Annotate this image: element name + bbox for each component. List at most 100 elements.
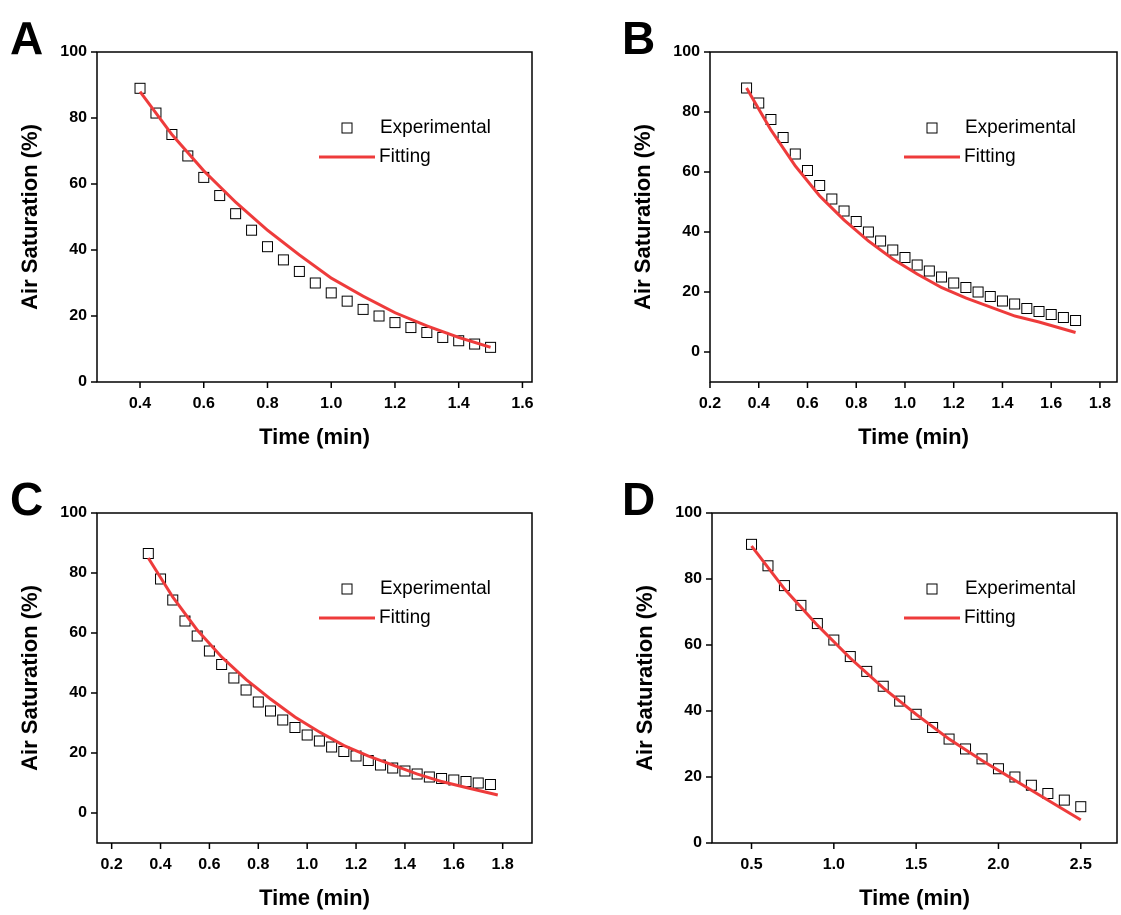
data-point bbox=[972, 286, 984, 298]
data-point bbox=[984, 291, 996, 302]
x-tick-label: 1.8 bbox=[1089, 395, 1111, 412]
data-point bbox=[877, 680, 889, 692]
x-tick-label: 1.6 bbox=[511, 395, 533, 412]
data-point bbox=[923, 265, 935, 277]
y-tick-label: 40 bbox=[684, 702, 702, 719]
x-tick-label: 0.2 bbox=[699, 395, 721, 412]
data-point bbox=[1070, 315, 1082, 326]
legend-label: Experimental bbox=[380, 578, 491, 599]
fit-line bbox=[138, 90, 492, 349]
fit-line bbox=[745, 87, 1076, 334]
data-point bbox=[341, 295, 353, 307]
data-point bbox=[1075, 801, 1087, 813]
data-point bbox=[246, 224, 258, 236]
data-point bbox=[801, 165, 813, 176]
y-tick-label: 0 bbox=[693, 834, 702, 851]
fit-line bbox=[147, 557, 499, 797]
y-tick-label: 80 bbox=[69, 564, 87, 581]
x-tick-label: 0.4 bbox=[129, 395, 151, 412]
data-point bbox=[357, 303, 369, 315]
data-point bbox=[789, 148, 801, 160]
x-tick-label: 1.0 bbox=[320, 395, 342, 412]
data-point bbox=[214, 190, 226, 202]
data-point bbox=[373, 310, 385, 322]
data-point bbox=[746, 538, 758, 550]
y-tick-label: 20 bbox=[682, 283, 700, 300]
panel-label: C bbox=[10, 473, 43, 525]
legend-marker bbox=[341, 122, 353, 134]
x-tick-label: 1.2 bbox=[943, 395, 965, 412]
x-tick-label: 1.6 bbox=[1040, 395, 1062, 412]
data-point bbox=[960, 743, 972, 755]
data-point bbox=[894, 695, 906, 707]
fit-line bbox=[750, 545, 1082, 822]
x-tick-label: 1.2 bbox=[384, 395, 406, 412]
x-tick-label: 0.8 bbox=[845, 395, 867, 412]
y-axis-label: Air Saturation (%) bbox=[632, 585, 657, 771]
x-tick-label: 1.0 bbox=[823, 856, 845, 873]
data-point bbox=[814, 180, 826, 191]
y-tick-label: 60 bbox=[69, 624, 87, 641]
data-point bbox=[875, 235, 887, 247]
data-point bbox=[325, 287, 337, 299]
data-point bbox=[741, 82, 753, 94]
x-tick-label: 1.5 bbox=[905, 856, 927, 873]
panel-label: B bbox=[622, 12, 655, 64]
x-tick-label: 0.2 bbox=[101, 856, 123, 873]
data-point bbox=[240, 684, 252, 696]
x-axis-label: Time (min) bbox=[259, 885, 370, 910]
data-point bbox=[252, 696, 264, 708]
data-point bbox=[862, 226, 874, 238]
x-tick-label: 0.4 bbox=[748, 395, 770, 412]
data-point bbox=[844, 651, 856, 663]
y-tick-label: 100 bbox=[675, 504, 702, 521]
x-tick-label: 0.6 bbox=[198, 856, 220, 873]
plot-frame bbox=[709, 51, 1118, 383]
data-point bbox=[861, 665, 873, 677]
data-point bbox=[762, 560, 774, 572]
y-tick-label: 40 bbox=[69, 684, 87, 701]
y-tick-label: 80 bbox=[69, 109, 87, 126]
data-point bbox=[1045, 309, 1057, 320]
plot-frame bbox=[711, 512, 1118, 844]
x-tick-label: 0.8 bbox=[247, 856, 269, 873]
data-point bbox=[150, 107, 162, 119]
data-point bbox=[899, 252, 911, 263]
y-axis-label: Air Saturation (%) bbox=[17, 124, 42, 310]
panel: A 0.4 0.6 0.8 1.0 1.2 1.4 1.6 0 20 40 60 80 100 Time (… bbox=[10, 12, 534, 449]
data-point bbox=[1058, 794, 1070, 806]
x-tick-label: 1.0 bbox=[296, 856, 318, 873]
data-point bbox=[301, 729, 313, 741]
data-point bbox=[309, 277, 321, 289]
data-point bbox=[453, 335, 465, 347]
x-tick-label: 1.2 bbox=[345, 856, 367, 873]
y-tick-label: 0 bbox=[691, 343, 700, 360]
data-point bbox=[460, 776, 472, 787]
data-point bbox=[405, 322, 417, 334]
data-point bbox=[943, 733, 955, 745]
y-tick-label: 100 bbox=[60, 43, 87, 60]
x-axis-label: Time (min) bbox=[858, 424, 969, 449]
y-tick-label: 60 bbox=[684, 636, 702, 653]
data-point bbox=[850, 216, 862, 227]
legend-label: Experimental bbox=[380, 117, 491, 138]
data-point bbox=[261, 241, 273, 253]
x-tick-label: 1.0 bbox=[894, 395, 916, 412]
panel: B 0.2 0.4 0.6 0.8 1.0 1.2 1.4 1.6 1.8 0 20 40 60 80 100… bbox=[622, 12, 1118, 449]
data-point bbox=[389, 317, 401, 329]
legend-marker bbox=[926, 122, 938, 134]
legend-label: Fitting bbox=[964, 607, 1016, 628]
data-point bbox=[887, 244, 899, 256]
panel-label: D bbox=[622, 473, 655, 525]
y-tick-label: 40 bbox=[69, 241, 87, 258]
data-point bbox=[1021, 303, 1033, 314]
y-tick-label: 20 bbox=[69, 744, 87, 761]
legend-marker bbox=[926, 583, 938, 595]
x-tick-label: 2.0 bbox=[987, 856, 1009, 873]
data-point bbox=[948, 277, 960, 289]
y-tick-label: 40 bbox=[682, 223, 700, 240]
data-point bbox=[826, 193, 838, 205]
data-point bbox=[960, 282, 972, 293]
y-tick-label: 0 bbox=[78, 373, 87, 390]
